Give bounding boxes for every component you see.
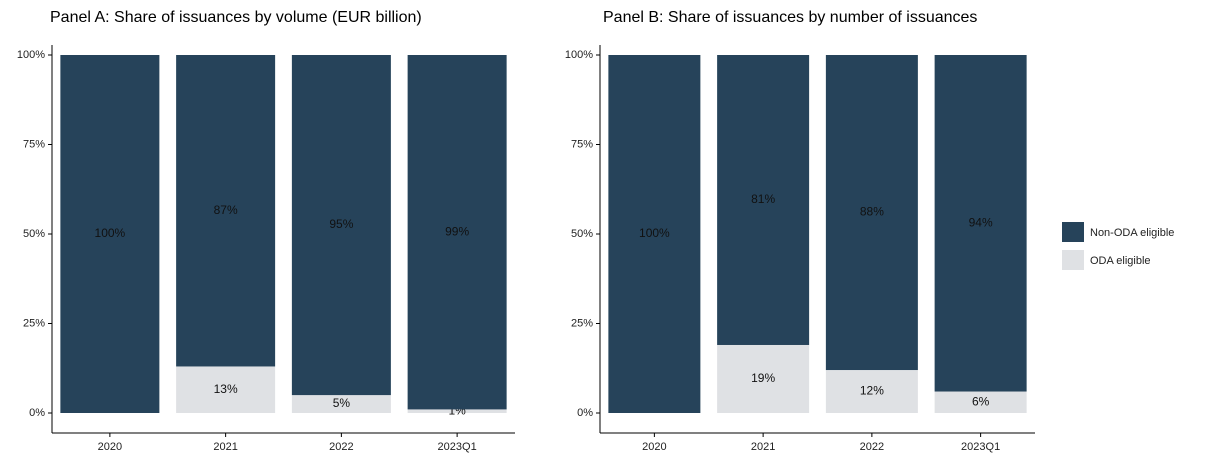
x-tick-label: 2023Q1 — [961, 441, 1000, 453]
y-tick-label: 50% — [571, 228, 593, 240]
y-tick-label: 25% — [23, 317, 45, 329]
chart-title: Panel B: Share of issuances by number of… — [603, 9, 977, 26]
value-label: 100% — [639, 226, 670, 240]
x-tick-label: 2021 — [751, 441, 775, 453]
bar-segment — [825, 55, 918, 371]
bar-segment — [407, 409, 507, 413]
bar-segment — [934, 391, 1027, 413]
y-tick-label: 25% — [571, 317, 593, 329]
bar-segment — [608, 55, 701, 413]
value-label: 5% — [333, 396, 351, 410]
value-label: 6% — [972, 394, 990, 408]
value-label: 19% — [751, 371, 775, 385]
legend-label: Non-ODA eligible — [1090, 227, 1174, 239]
bar-segment — [60, 55, 160, 413]
y-tick-label: 100% — [565, 49, 593, 61]
value-label: 88% — [860, 205, 884, 219]
value-label: 99% — [445, 224, 469, 238]
value-label: 100% — [95, 226, 126, 240]
bar-segment — [934, 55, 1027, 392]
bar-segment — [291, 55, 391, 396]
x-tick-label: 2022 — [329, 441, 353, 453]
chart-title: Panel A: Share of issuances by volume (E… — [50, 9, 422, 26]
y-tick-label: 75% — [23, 138, 45, 150]
x-tick-label: 2021 — [213, 441, 237, 453]
bar-segment — [407, 55, 507, 410]
legend-swatch — [1062, 250, 1084, 270]
y-tick-label: 0% — [29, 407, 45, 419]
legend-label: ODA eligible — [1090, 255, 1151, 267]
value-label: 81% — [751, 192, 775, 206]
y-tick-label: 50% — [23, 228, 45, 240]
bar-segment — [717, 344, 810, 413]
x-tick-label: 2020 — [642, 441, 666, 453]
value-label: 94% — [969, 215, 993, 229]
y-tick-label: 75% — [571, 138, 593, 150]
y-tick-label: 0% — [577, 407, 593, 419]
x-tick-label: 2022 — [860, 441, 884, 453]
value-label: 12% — [860, 384, 884, 398]
legend-swatch — [1062, 222, 1084, 242]
value-label: 95% — [329, 217, 353, 231]
bar-segment — [176, 55, 276, 367]
x-tick-label: 2020 — [98, 441, 122, 453]
x-tick-label: 2023Q1 — [438, 441, 477, 453]
y-tick-label: 100% — [17, 49, 45, 61]
bar-segment — [291, 395, 391, 413]
value-label: 13% — [214, 382, 238, 396]
bar-segment — [176, 366, 276, 413]
bar-segment — [717, 55, 810, 345]
value-label: 87% — [214, 203, 238, 217]
bar-segment — [825, 370, 918, 413]
